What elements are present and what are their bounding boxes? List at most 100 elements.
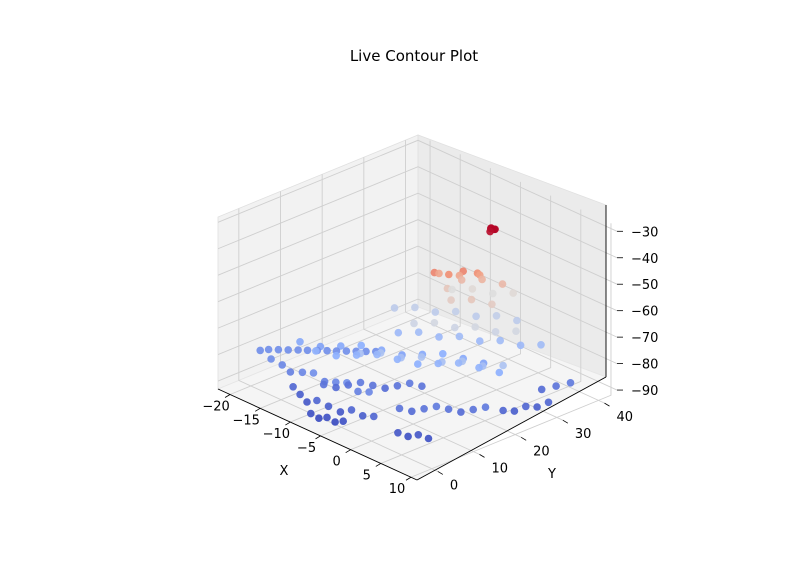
axis-lines <box>217 205 607 481</box>
x-tick-mark <box>255 407 261 412</box>
x-axis-line <box>217 388 418 481</box>
grid-line-x <box>410 223 612 478</box>
data-point <box>410 319 418 328</box>
data-point <box>369 381 377 390</box>
grid-line-x <box>320 181 521 437</box>
data-point <box>516 341 525 350</box>
data-point <box>451 307 460 316</box>
x-tick-label: −15 <box>232 413 259 428</box>
data-point <box>296 390 304 399</box>
z-tick-label: −80 <box>631 358 658 373</box>
data-point <box>404 432 412 441</box>
grid-line-y <box>238 208 439 472</box>
z-tick-label: −70 <box>631 331 658 346</box>
data-point <box>445 270 453 279</box>
data-point <box>492 312 501 320</box>
data-point <box>499 406 507 415</box>
data-point <box>323 346 331 355</box>
data-point <box>432 402 441 411</box>
data-point <box>408 407 416 416</box>
data-point <box>289 383 297 391</box>
z-tick-label: −90 <box>631 384 658 399</box>
data-point <box>354 387 362 396</box>
data-point <box>434 359 443 368</box>
data-point <box>323 413 331 422</box>
data-point <box>522 402 530 411</box>
data-point <box>405 379 414 388</box>
data-point <box>537 341 545 349</box>
z-tick-label: −60 <box>631 305 658 320</box>
y-tick-mark <box>520 436 527 441</box>
data-point <box>475 363 483 372</box>
x-tick-mark <box>405 476 412 481</box>
data-point <box>331 418 339 426</box>
data-point <box>313 396 321 405</box>
data-point <box>337 342 345 350</box>
data-point <box>455 332 464 341</box>
data-point <box>393 355 402 364</box>
data-point <box>278 361 287 369</box>
data-point <box>420 405 428 413</box>
data-point <box>476 337 484 345</box>
data-point <box>344 381 353 389</box>
data-point <box>332 383 340 392</box>
data-point <box>356 378 365 387</box>
y-tick-mark <box>437 471 444 475</box>
data-point <box>309 369 318 377</box>
x-tick-label: −5 <box>297 441 316 456</box>
data-point <box>537 385 546 394</box>
y-tick-mark <box>479 454 485 458</box>
data-point <box>414 431 423 439</box>
data-point <box>486 227 494 236</box>
y-tick-label: 0 <box>450 478 458 493</box>
data-point <box>471 323 480 331</box>
data-point <box>264 345 273 354</box>
data-point <box>286 368 295 376</box>
data-point <box>395 404 404 413</box>
data-point <box>414 328 423 337</box>
data-point <box>303 398 311 406</box>
x-tick-mark <box>315 435 321 440</box>
data-point <box>431 308 440 316</box>
data-point <box>457 276 466 284</box>
data-point <box>307 409 315 418</box>
grid-line-x <box>350 195 552 451</box>
data-point <box>513 316 521 325</box>
data-point <box>390 304 399 312</box>
data-point <box>352 351 361 359</box>
data-point <box>447 296 455 304</box>
grid-line-z <box>217 192 618 285</box>
data-point <box>491 328 500 336</box>
data-point <box>533 403 541 411</box>
data-point <box>418 382 426 391</box>
data-point <box>298 368 307 377</box>
z-tick-label: −30 <box>631 225 658 240</box>
data-point <box>495 368 504 377</box>
data-point <box>467 295 476 304</box>
data-point <box>468 285 477 293</box>
data-point <box>324 402 333 411</box>
y-tick-mark <box>604 402 610 407</box>
data-point <box>394 429 402 437</box>
data-point <box>256 346 265 355</box>
data-point <box>444 405 453 414</box>
data-point <box>294 346 302 354</box>
data-point <box>478 275 486 284</box>
data-point <box>370 412 378 421</box>
y-tick-label: 30 <box>575 427 592 442</box>
data-point <box>347 406 356 414</box>
data-point <box>411 303 419 312</box>
grid-line-z <box>217 272 618 365</box>
data-point <box>267 355 275 363</box>
data-point <box>393 382 402 390</box>
x-tick-mark <box>285 421 291 426</box>
x-tick-label: 5 <box>363 468 371 483</box>
data-point <box>339 417 348 426</box>
x-axis-label: X <box>280 464 289 479</box>
data-point <box>448 285 456 294</box>
grid-line-x <box>380 209 582 464</box>
data-point <box>472 312 480 321</box>
data-point <box>544 398 553 407</box>
